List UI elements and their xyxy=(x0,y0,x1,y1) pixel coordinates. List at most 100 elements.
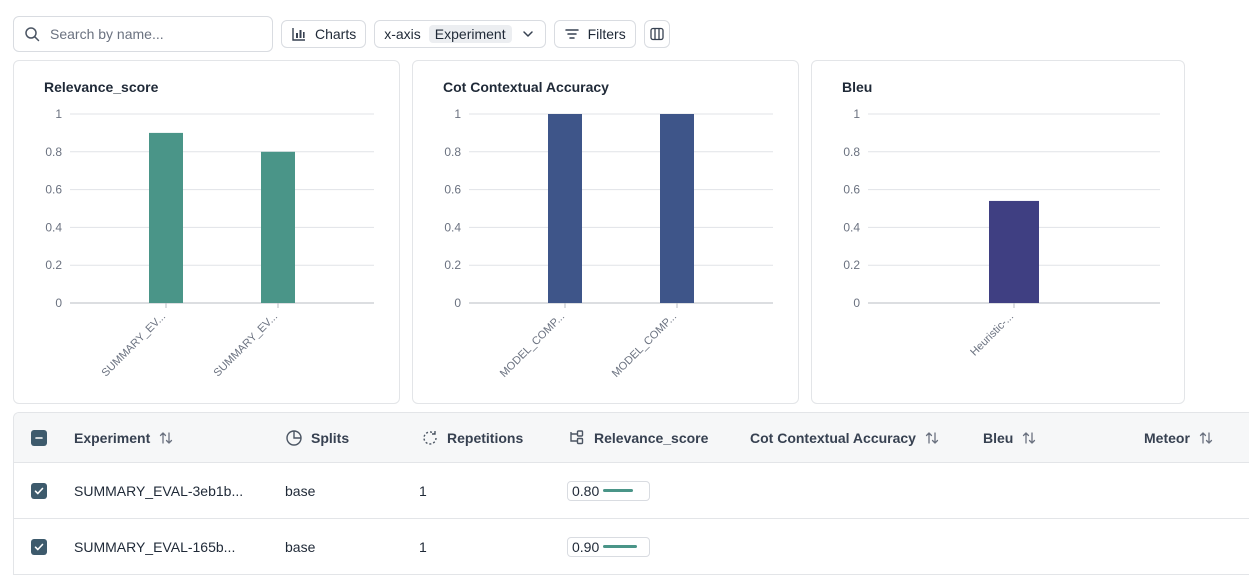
y-tick-label: 0.4 xyxy=(45,220,62,234)
search-icon xyxy=(24,26,40,42)
search-input[interactable] xyxy=(50,26,250,42)
column-header-label: Cot Contextual Accuracy xyxy=(750,429,916,446)
search-box[interactable] xyxy=(13,16,273,52)
column-header-label: Relevance_score xyxy=(594,429,709,446)
experiment-name[interactable]: SUMMARY_EVAL-165b... xyxy=(74,519,235,574)
column-header-label: Repetitions xyxy=(447,429,524,446)
column-header-label: Bleu xyxy=(983,429,1014,446)
y-tick-label: 0.4 xyxy=(444,220,461,234)
filter-lines-icon xyxy=(564,26,580,42)
column-header-repetitions[interactable]: Repetitions xyxy=(421,413,523,462)
columns-button[interactable] xyxy=(643,20,670,48)
x-axis-label: x-axis xyxy=(384,26,421,42)
splits-value: base xyxy=(285,463,315,518)
y-tick-label: 0.4 xyxy=(843,220,860,234)
chart-title: Relevance_score xyxy=(44,79,159,95)
toolbar: Charts x-axis Experiment Filters xyxy=(13,16,670,52)
bar xyxy=(989,200,1039,303)
charts-button[interactable]: Charts xyxy=(281,20,367,48)
chart-title: Cot Contextual Accuracy xyxy=(443,79,609,95)
check-icon xyxy=(31,482,47,499)
score-bar xyxy=(603,545,638,548)
y-tick-label: 0 xyxy=(853,296,860,310)
x-tick-label: MODEL_COMP... xyxy=(610,311,679,380)
refresh-icon xyxy=(421,429,439,447)
splits-value-text: base xyxy=(285,482,316,499)
repetitions-value-text: 1 xyxy=(419,538,427,555)
score-text: 0.80 xyxy=(572,482,600,499)
sort-arrows-icon[interactable] xyxy=(1198,430,1214,446)
sort-arrows-icon[interactable] xyxy=(158,430,174,446)
y-tick-label: 0.2 xyxy=(843,258,860,272)
relevance-score-value: 0.80 xyxy=(567,463,650,518)
chart-svg: 0 0.2 0.4 0.6 0.8 1 MODEL_COMP... MODEL_COMP... xyxy=(444,107,773,380)
table-header: Experiment Splits Repetitions Relevance_… xyxy=(14,413,1249,463)
select-all-checkbox[interactable] xyxy=(31,413,47,462)
column-header-label: Splits xyxy=(311,429,350,446)
bar-chart-icon xyxy=(291,26,307,42)
bar xyxy=(261,151,295,303)
y-tick-label: 0.6 xyxy=(843,183,860,197)
table-row[interactable]: SUMMARY_EVAL-165b... base 1 0.90 xyxy=(14,519,1249,575)
y-tick-label: 0.8 xyxy=(444,145,461,159)
experiment-name-text: SUMMARY_EVAL-165b... xyxy=(74,538,236,555)
y-tick-label: 0 xyxy=(55,296,62,310)
y-tick-label: 0.2 xyxy=(444,258,461,272)
y-tick-label: 1 xyxy=(853,107,860,121)
y-tick-label: 1 xyxy=(55,107,62,121)
column-header-relevance-score[interactable]: Relevance_score xyxy=(568,413,708,462)
x-axis-selected-value: Experiment xyxy=(428,25,512,43)
chart-card-bleu: Bleu 0 0.2 0.4 0.6 0.8 1 Heuristic-... xyxy=(811,60,1185,404)
y-tick-label: 0.2 xyxy=(45,258,62,272)
column-header-label: Meteor xyxy=(1144,429,1190,446)
x-axis-select[interactable]: x-axis Experiment xyxy=(374,20,546,48)
chevron-down-icon xyxy=(520,26,536,42)
charts-button-label: Charts xyxy=(315,26,357,42)
experiment-name-text: SUMMARY_EVAL-3eb1b... xyxy=(74,482,244,499)
sort-arrows-icon[interactable] xyxy=(924,430,940,446)
repetitions-value: 1 xyxy=(419,463,427,518)
repetitions-value-text: 1 xyxy=(419,482,427,499)
chart-card-cot-contextual-accuracy: Cot Contextual Accuracy 0 0.2 0.4 0.6 0.8 1 MO… xyxy=(412,60,799,404)
bar xyxy=(548,114,582,303)
y-tick-label: 1 xyxy=(454,107,461,121)
y-tick-label: 0.6 xyxy=(45,183,62,197)
column-header-cot-contextual-accuracy[interactable]: Cot Contextual Accuracy xyxy=(750,413,940,462)
x-tick-label: Heuristic-... xyxy=(968,311,1016,359)
splits-value-text: base xyxy=(285,538,316,555)
experiment-name[interactable]: SUMMARY_EVAL-3eb1b... xyxy=(74,463,243,518)
y-tick-label: 0.8 xyxy=(45,145,62,159)
check-icon xyxy=(31,538,47,555)
chart-svg: 0 0.2 0.4 0.6 0.8 1 Heuristic-... xyxy=(843,107,1160,359)
y-tick-label: 0 xyxy=(454,296,461,310)
y-tick-label: 0.8 xyxy=(843,145,860,159)
score-pill: 0.90 xyxy=(567,536,650,557)
filters-button[interactable]: Filters xyxy=(553,20,636,48)
row-checkbox[interactable] xyxy=(31,463,47,518)
experiments-table: Experiment Splits Repetitions Relevance_… xyxy=(13,412,1249,575)
flow-icon xyxy=(568,429,586,447)
x-tick-label: SUMMARY_EV... xyxy=(100,311,169,380)
table-row[interactable]: SUMMARY_EVAL-3eb1b... base 1 0.80 xyxy=(14,463,1249,519)
chart-title: Bleu xyxy=(842,79,873,95)
column-header-meteor[interactable]: Meteor xyxy=(1144,413,1214,462)
bar xyxy=(149,132,183,303)
filters-button-label: Filters xyxy=(587,26,626,42)
y-tick-label: 0.6 xyxy=(444,183,461,197)
row-checkbox[interactable] xyxy=(31,519,47,574)
sort-arrows-icon[interactable] xyxy=(1021,430,1037,446)
columns-icon xyxy=(650,27,664,41)
chart-svg: 0 0.2 0.4 0.6 0.8 1 SUMMARY_EV... SUMMARY_EV... xyxy=(45,107,374,380)
column-header-splits[interactable]: Splits xyxy=(285,413,349,462)
chart-card-relevance-score: Relevance_score 0 0.2 0.4 0.6 0.8 1 SUMMARY_EV… xyxy=(13,60,400,404)
relevance-score-value: 0.90 xyxy=(567,519,650,574)
bar xyxy=(660,114,694,303)
repetitions-value: 1 xyxy=(419,519,427,574)
score-pill: 0.80 xyxy=(567,480,650,501)
column-header-bleu[interactable]: Bleu xyxy=(983,413,1037,462)
score-bar xyxy=(603,489,634,492)
splits-value: base xyxy=(285,519,315,574)
column-header-experiment[interactable]: Experiment xyxy=(74,413,174,462)
score-text: 0.90 xyxy=(572,538,600,555)
x-tick-label: MODEL_COMP... xyxy=(498,311,567,380)
